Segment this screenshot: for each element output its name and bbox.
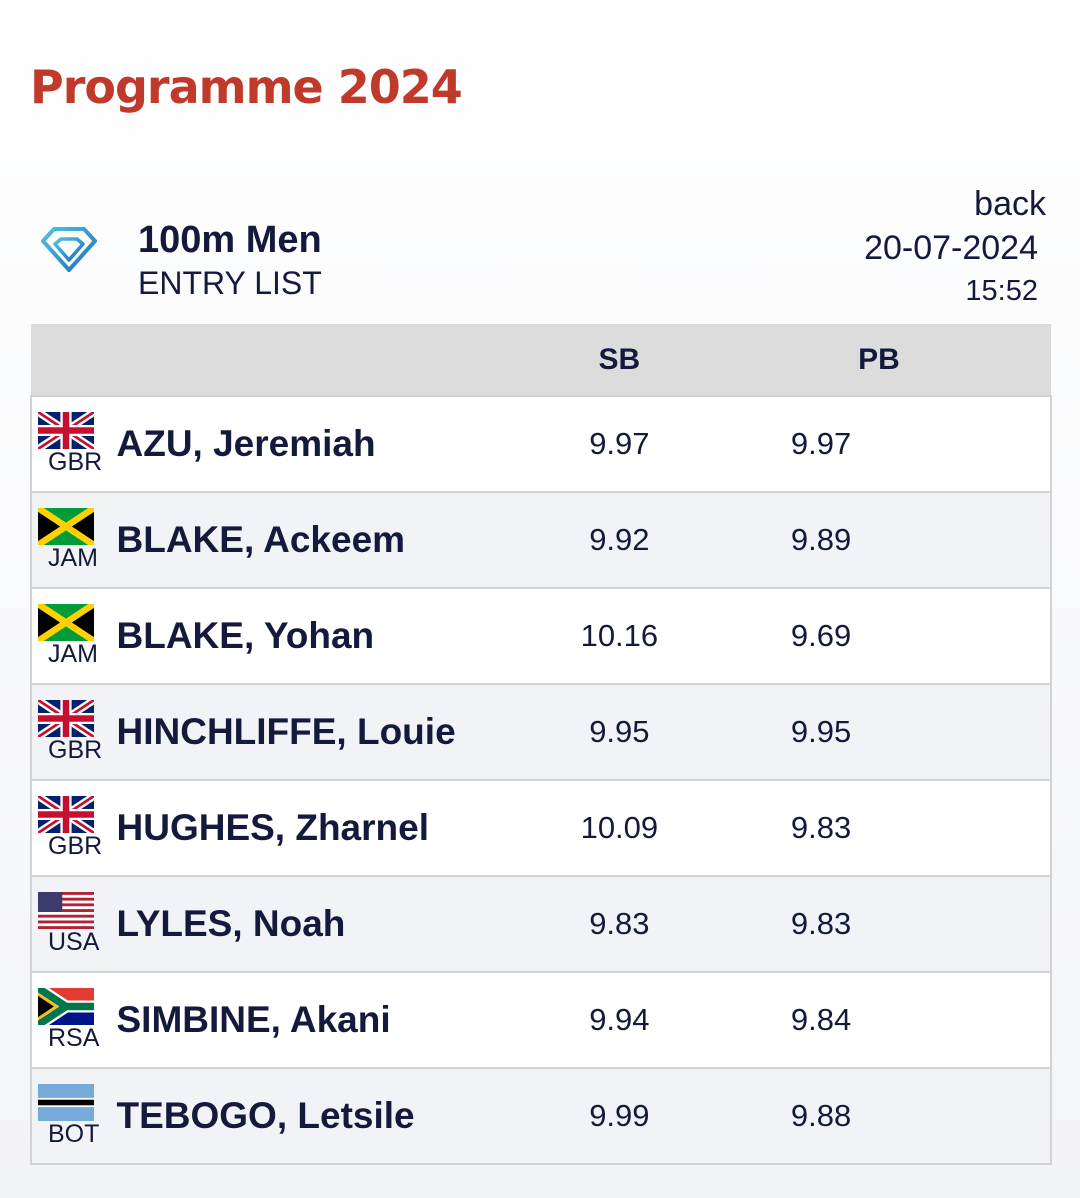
flag-cell: GBR bbox=[30, 779, 117, 877]
personal-best: 9.83 bbox=[706, 875, 1053, 973]
personal-best: 9.69 bbox=[706, 587, 1053, 685]
table-row: USA LYLES, Noah 9.83 9.83 bbox=[30, 875, 1053, 973]
table-row: JAM BLAKE, Yohan 10.16 9.69 bbox=[30, 587, 1053, 685]
event-time: 15:52 bbox=[965, 275, 1038, 307]
season-best: 10.09 bbox=[531, 779, 707, 877]
country-code: JAM bbox=[48, 640, 98, 668]
gbr-flag bbox=[38, 700, 94, 737]
entry-rows: GBR AZU, Jeremiah 9.97 9.97 JAM BLAKE, Ackee… bbox=[30, 395, 1053, 1165]
event-name: 100m Men bbox=[138, 219, 322, 261]
flag-cell: JAM bbox=[30, 587, 117, 685]
header-sb: SB bbox=[598, 342, 641, 376]
athlete-name: BLAKE, Ackeem bbox=[116, 491, 532, 589]
personal-best: 9.95 bbox=[706, 683, 1053, 781]
country-code: JAM bbox=[48, 544, 98, 572]
header-flag-column bbox=[31, 324, 117, 396]
event-header: 100m Men ENTRY LIST back 20-07-2024 15:5… bbox=[30, 185, 1052, 310]
gbr-flag bbox=[38, 412, 94, 449]
back-link[interactable]: back bbox=[974, 185, 1046, 223]
personal-best: 9.97 bbox=[706, 395, 1053, 493]
table-row: GBR HINCHLIFFE, Louie 9.95 9.95 bbox=[30, 683, 1053, 781]
table-row: GBR HUGHES, Zharnel 10.09 9.83 bbox=[30, 779, 1053, 877]
season-best: 9.99 bbox=[531, 1067, 707, 1165]
personal-best: 9.84 bbox=[706, 971, 1053, 1069]
country-code: BOT bbox=[48, 1120, 100, 1148]
country-code: RSA bbox=[48, 1024, 100, 1052]
personal-best: 9.89 bbox=[706, 491, 1053, 589]
athlete-name: LYLES, Noah bbox=[116, 875, 532, 973]
jam-flag bbox=[38, 604, 94, 641]
athlete-name: BLAKE, Yohan bbox=[116, 587, 532, 685]
diamond-icon bbox=[41, 227, 97, 272]
country-code: GBR bbox=[48, 832, 103, 860]
athlete-name: SIMBINE, Akani bbox=[116, 971, 532, 1069]
flag-cell: RSA bbox=[30, 971, 117, 1069]
gbr-flag bbox=[38, 796, 94, 833]
season-best: 10.16 bbox=[531, 587, 707, 685]
flag-cell: GBR bbox=[30, 683, 117, 781]
header-name-column bbox=[117, 324, 532, 396]
table-row: JAM BLAKE, Ackeem 9.92 9.89 bbox=[30, 491, 1053, 589]
entry-list-table: SB PB GBR AZU, Jeremiah 9.97 9.97 JAM BLAKE,… bbox=[30, 324, 1053, 1165]
season-best: 9.94 bbox=[531, 971, 707, 1069]
flag-cell: GBR bbox=[30, 395, 117, 493]
country-code: USA bbox=[48, 928, 100, 956]
usa-flag bbox=[38, 892, 94, 929]
event-subtitle: ENTRY LIST bbox=[138, 265, 322, 301]
rsa-flag bbox=[38, 988, 94, 1025]
table-row: GBR AZU, Jeremiah 9.97 9.97 bbox=[30, 395, 1053, 493]
season-best: 9.97 bbox=[531, 395, 707, 493]
flag-cell: BOT bbox=[30, 1067, 117, 1165]
athlete-name: HUGHES, Zharnel bbox=[116, 779, 532, 877]
table-row: BOT TEBOGO, Letsile 9.99 9.88 bbox=[30, 1067, 1053, 1165]
bot-flag bbox=[38, 1084, 94, 1121]
athlete-name: HINCHLIFFE, Louie bbox=[116, 683, 532, 781]
personal-best: 9.88 bbox=[706, 1067, 1053, 1165]
athlete-name: TEBOGO, Letsile bbox=[116, 1067, 532, 1165]
table-header-row: SB PB bbox=[31, 324, 1051, 396]
flag-cell: JAM bbox=[30, 491, 117, 589]
season-best: 9.83 bbox=[531, 875, 707, 973]
season-best: 9.92 bbox=[531, 491, 707, 589]
personal-best: 9.83 bbox=[706, 779, 1053, 877]
country-code: GBR bbox=[48, 448, 103, 476]
jam-flag bbox=[38, 508, 94, 545]
athlete-name: AZU, Jeremiah bbox=[116, 395, 532, 493]
page-title: Programme 2024 bbox=[30, 60, 463, 114]
table-row: RSA SIMBINE, Akani 9.94 9.84 bbox=[30, 971, 1053, 1069]
header-pb: PB bbox=[858, 342, 900, 376]
flag-cell: USA bbox=[30, 875, 117, 973]
country-code: GBR bbox=[48, 736, 103, 764]
event-date: 20-07-2024 bbox=[864, 229, 1038, 267]
season-best: 9.95 bbox=[531, 683, 707, 781]
